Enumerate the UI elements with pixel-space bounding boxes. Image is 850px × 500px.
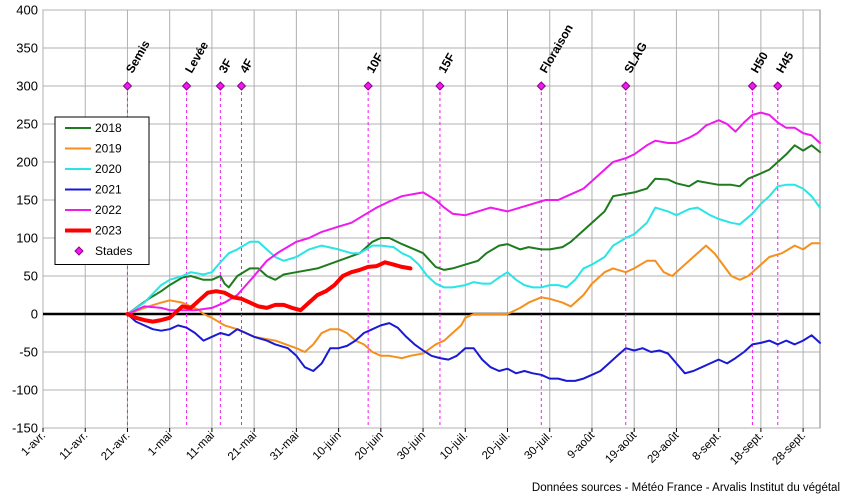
legend-swatch-stades <box>74 246 84 256</box>
x-tick-label: 18-sept. <box>728 430 766 468</box>
x-tick-label: 11-avr. <box>58 430 91 463</box>
legend-box <box>54 116 150 265</box>
stage-marker <box>122 81 133 91</box>
x-tick-label: 21-avr. <box>99 430 132 463</box>
legend-label: Stades <box>95 244 132 258</box>
y-tick-label: -50 <box>19 345 38 360</box>
stage-marker <box>747 81 758 91</box>
x-tick-label: 10-juil. <box>438 430 470 462</box>
x-tick-label: 10-juin <box>311 430 344 463</box>
stage-marker <box>621 81 631 91</box>
source-note: Données sources - Météo France - Arvalis… <box>531 482 840 494</box>
x-tick-label: 20-juil. <box>480 430 512 462</box>
x-tick-label: 11-mai <box>184 430 217 463</box>
stage-label: 3F <box>216 56 235 75</box>
plot-area <box>42 9 821 429</box>
grid-lines <box>42 9 821 429</box>
series-lines <box>125 111 821 382</box>
y-tick-label: 300 <box>16 79 38 94</box>
legend-label: 2019 <box>95 142 122 156</box>
series-line-2023 <box>125 260 413 324</box>
legend: 2018 2019 2020 2021 2022 2023 Stades <box>54 116 150 265</box>
y-tick-label: 50 <box>24 269 38 284</box>
stage-marker <box>773 81 783 91</box>
x-tick-label: 9-août <box>566 429 598 461</box>
stage-marker <box>536 81 547 91</box>
legend-label: 2022 <box>95 203 122 217</box>
x-tick-label: 28-sept. <box>770 430 808 468</box>
x-tick-label: 30-juin <box>395 430 428 463</box>
stage-markers: SemisLevée3F4F10F15FFloraisonSLAGH50H45M… <box>122 22 797 428</box>
x-tick-label: 20-juin <box>353 430 386 463</box>
x-tick-label: 19-août <box>603 429 640 466</box>
y-tick-label: 150 <box>16 193 38 208</box>
y-tick-label: 250 <box>16 117 38 132</box>
legend-label: 2021 <box>95 183 122 197</box>
x-tick-label: 21-mai <box>226 430 259 463</box>
stage-marker <box>363 81 373 91</box>
x-tick-label: 8-sept. <box>690 430 723 463</box>
legend-label: 2023 <box>95 224 122 238</box>
stage-marker <box>236 81 247 91</box>
series-line-2021 <box>126 313 821 382</box>
y-tick-label: 200 <box>16 155 38 170</box>
x-tick-label: 30-juil. <box>522 430 554 462</box>
y-tick-label: 400 <box>16 3 38 18</box>
stage-label: 4F <box>237 56 256 75</box>
series-line-2018 <box>126 144 821 315</box>
x-tick-label: 29-août <box>645 429 682 466</box>
y-tick-label: 350 <box>16 41 38 56</box>
y-tick-label: 100 <box>16 231 38 246</box>
stage-marker <box>181 81 192 91</box>
legend-label: 2018 <box>95 121 122 135</box>
legend-label: 2020 <box>95 162 122 176</box>
y-tick-label: -100 <box>12 383 38 398</box>
x-tick-label: 31-mai <box>268 430 301 463</box>
stage-marker <box>435 81 445 91</box>
stage-marker <box>215 81 226 91</box>
y-tick-label: -150 <box>12 421 38 436</box>
series-line-2020 <box>126 183 821 315</box>
y-tick-label: 0 <box>31 307 38 322</box>
x-tick-label: 1-mai <box>146 430 175 459</box>
series-line-2022 <box>126 111 821 315</box>
